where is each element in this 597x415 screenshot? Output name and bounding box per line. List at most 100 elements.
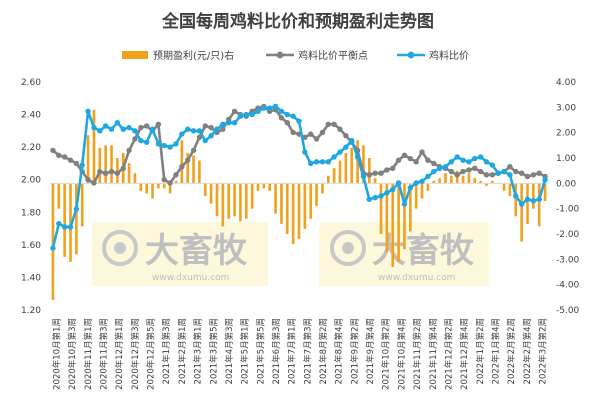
profit-bar	[227, 183, 231, 219]
legend-item-balance: 鸡料比价平衡点	[266, 49, 368, 62]
ratio-point	[442, 163, 449, 170]
profit-bar	[373, 178, 377, 184]
ratio-point	[425, 173, 431, 180]
profit-bar	[256, 183, 260, 191]
x-tick-label: 2021年7月第3周	[302, 318, 313, 384]
ratio-point	[50, 245, 56, 251]
balance-point	[190, 147, 197, 154]
balance-point	[524, 173, 531, 180]
profit-bar	[127, 163, 131, 184]
ratio-point	[536, 196, 542, 202]
balance-point	[384, 167, 390, 173]
watermark-right: 大畜牧 www.dxumu.com	[319, 222, 489, 286]
balance-series	[50, 103, 548, 186]
balance-point	[179, 163, 185, 170]
balance-point	[518, 170, 525, 176]
profit-bar	[532, 183, 535, 209]
ratio-point	[202, 137, 208, 144]
profit-bar	[98, 147, 102, 184]
balance-point	[530, 172, 537, 178]
ratio-point	[255, 108, 261, 115]
right-tick-label: 3.00	[556, 103, 576, 113]
profit-bar	[426, 183, 430, 191]
profit-bar	[461, 175, 465, 184]
profit-bar	[403, 183, 406, 250]
balance-point	[431, 160, 437, 167]
ratio-point	[91, 124, 97, 131]
ratio-point	[390, 186, 396, 193]
profit-bar	[244, 183, 248, 219]
ratio-point	[267, 105, 273, 111]
ratio-point	[149, 126, 156, 132]
profit-bar	[157, 183, 160, 189]
balance-point	[155, 121, 162, 128]
x-tick-label: 2021年12月第2周	[443, 318, 454, 390]
legend-label-balance: 鸡料比价平衡点	[298, 49, 368, 62]
balance-point	[407, 155, 414, 162]
balance-point	[343, 133, 349, 139]
ratio-point	[220, 121, 226, 128]
profit-bar	[356, 140, 359, 184]
profit-bar	[350, 147, 354, 184]
ratio-point	[108, 126, 115, 132]
left-tick-label: 2.00	[21, 176, 41, 186]
ratio-point	[243, 111, 249, 118]
x-tick-label: 2020年12月第3周	[130, 318, 141, 390]
right-tick-label: 4.00	[556, 78, 576, 88]
x-tick-label: 2020年12月第1周	[114, 318, 125, 390]
watermark-logo-dot-icon	[342, 242, 354, 254]
profit-bar	[51, 183, 55, 300]
profit-bar	[69, 183, 72, 262]
right-tick-label: -4.00	[556, 281, 580, 291]
balance-point	[313, 136, 320, 142]
right-tick-label: -2.00	[556, 230, 580, 240]
balance-point	[73, 160, 80, 167]
x-tick-label: 2021年1月第3周	[161, 318, 172, 384]
legend-label-ratio: 鸡料比价	[429, 49, 469, 62]
ratio-point	[378, 193, 384, 199]
watermark-url: www.dxumu.com	[152, 273, 229, 283]
ratio-point	[102, 123, 109, 129]
watermark-brand: 大畜牧	[145, 231, 248, 271]
balance-point	[308, 131, 314, 137]
profit-bar	[526, 183, 529, 224]
x-tick-label: 2022年1月第2周	[475, 318, 486, 384]
balance-point	[220, 126, 226, 132]
x-tick-label: 2022年3月第2周	[538, 318, 549, 384]
ratio-point	[161, 142, 167, 149]
right-tick-label: -5.00	[556, 306, 580, 316]
balance-point	[477, 168, 484, 175]
watermark-url: www.dxumu.com	[378, 273, 455, 283]
profit-bar	[280, 183, 283, 224]
balance-point	[208, 124, 214, 131]
x-tick-label: 2021年3月第5周	[208, 318, 219, 384]
balance-point	[231, 108, 238, 115]
balance-point	[460, 168, 466, 175]
x-tick-label: 2022年1月第4周	[490, 318, 501, 384]
balance-point	[489, 172, 496, 178]
x-tick-label: 2021年7月第1周	[287, 318, 298, 384]
x-tick-label: 2021年11月第2周	[412, 318, 423, 390]
x-tick-label: 2020年11月第3周	[99, 318, 110, 390]
balance-point	[466, 167, 472, 173]
balance-point	[97, 168, 103, 175]
profit-bar	[233, 183, 236, 217]
ratio-point	[507, 172, 513, 178]
profit-bar	[75, 183, 78, 255]
ratio-point	[114, 120, 121, 126]
watermark-logo-icon	[330, 230, 366, 266]
balance-point	[325, 121, 331, 128]
ratio-point	[366, 196, 373, 202]
legend-label-profit: 预期盈利(元/只)右	[153, 49, 234, 62]
ratio-point	[167, 144, 173, 150]
ratio-point	[85, 108, 91, 115]
ratio-point	[337, 149, 343, 155]
ratio-point	[466, 159, 472, 165]
left-tick-label: 1.20	[21, 306, 41, 316]
balance-point	[61, 154, 68, 160]
ratio-point	[249, 111, 255, 118]
x-tick-label: 2021年10月第4周	[396, 318, 407, 390]
x-tick-label: 2020年10月第3周	[67, 318, 78, 390]
ratio-point	[431, 168, 437, 175]
profit-bar	[110, 145, 113, 184]
